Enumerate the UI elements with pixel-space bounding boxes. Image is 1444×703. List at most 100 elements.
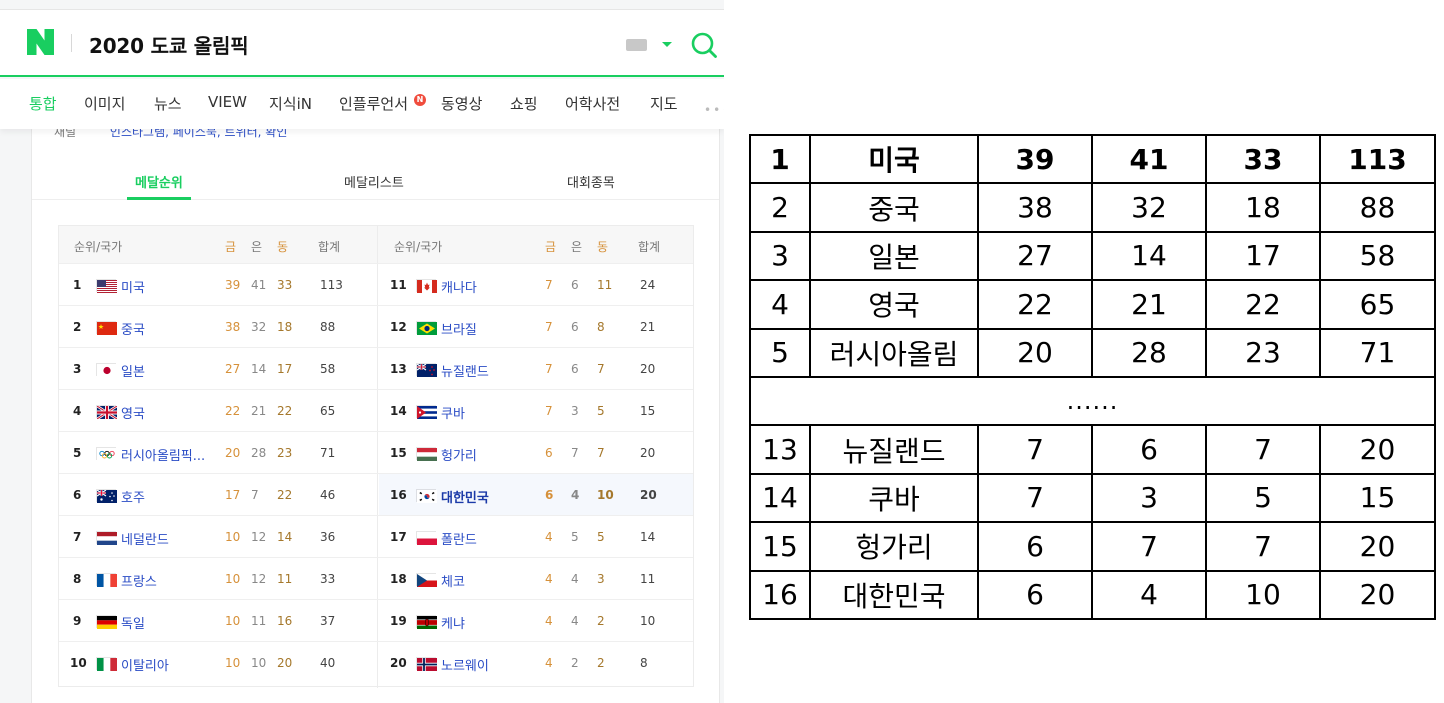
header-gold[interactable]: 금 <box>225 240 237 254</box>
more-icon[interactable]: ••• <box>704 103 724 117</box>
tab-medal-ranking[interactable]: 메달순위 <box>135 176 183 191</box>
country-name-link[interactable]: 체코 <box>441 575 465 590</box>
tab-shopping[interactable]: 쇼핑 <box>510 95 538 113</box>
table-row: 10 이탈리아 10 10 20 40 20 노르웨이 4 2 2 8 <box>59 641 693 683</box>
bronze-cell: 5 <box>1205 472 1321 524</box>
country-name-link[interactable]: 중국 <box>121 323 145 338</box>
country-cell: 헝가리 <box>809 521 979 572</box>
country-row[interactable]: 19 케냐 4 4 2 10 <box>379 600 693 642</box>
tab-influencer[interactable]: 인플루언서 <box>339 95 409 113</box>
gold-cell: 22 <box>977 279 1093 330</box>
tab-images[interactable]: 이미지 <box>84 95 126 113</box>
naver-logo-icon[interactable] <box>27 29 54 55</box>
gold-count: 4 <box>545 614 553 628</box>
total-cell: 20 <box>1319 424 1436 475</box>
country-row[interactable]: 8 프랑스 10 12 11 33 <box>59 558 377 600</box>
country-row[interactable]: 12 브라질 7 6 8 21 <box>379 306 693 348</box>
silver-count: 32 <box>251 320 267 334</box>
country-row[interactable]: 1 미국 39 41 33 113 <box>59 264 377 306</box>
country-flag-icon <box>96 573 117 587</box>
country-row[interactable]: 16 대한민국 6 4 10 20 <box>379 474 693 516</box>
header-bronze[interactable]: 동 <box>277 240 289 254</box>
country-row[interactable]: 4 영국 22 21 22 65 <box>59 390 377 432</box>
country-name-link[interactable]: 네덜란드 <box>121 533 169 548</box>
country-name-link[interactable]: 대한민국 <box>441 491 489 506</box>
silver-cell: 41 <box>1091 133 1207 185</box>
tab-knowledge-in[interactable]: 지식iN <box>269 95 312 113</box>
search-icon[interactable] <box>690 31 718 59</box>
country-row[interactable]: 15 헝가리 6 7 7 20 <box>379 432 693 474</box>
country-name-link[interactable]: 이탈리아 <box>121 659 169 674</box>
rank-number: 13 <box>390 362 407 376</box>
country-row[interactable]: 11 캐나다 7 6 11 24 <box>379 264 693 306</box>
country-name-link[interactable]: 헝가리 <box>441 449 477 464</box>
tab-integrated[interactable]: 통합 <box>29 95 57 113</box>
gold-count: 7 <box>545 320 553 334</box>
summary-row: 16 대한민국 6 4 10 20 <box>749 569 1436 620</box>
header-total[interactable]: 합계 <box>638 240 661 254</box>
active-tab-indicator <box>127 197 191 200</box>
gold-count: 7 <box>545 404 553 418</box>
country-name-link[interactable]: 케냐 <box>441 617 465 632</box>
total-count: 113 <box>320 278 343 292</box>
bronze-count: 5 <box>597 404 605 418</box>
tab-video[interactable]: 동영상 <box>441 95 483 113</box>
country-row[interactable]: 5 러시아올림픽... 20 28 23 71 <box>59 432 377 474</box>
tab-events[interactable]: 대회종목 <box>567 176 615 191</box>
tab-dictionary[interactable]: 어학사전 <box>565 95 621 113</box>
country-name-link[interactable]: 뉴질랜드 <box>441 365 489 380</box>
keyboard-icon[interactable] <box>626 39 647 51</box>
country-name-link[interactable]: 독일 <box>121 617 145 632</box>
silver-count: 4 <box>571 614 579 628</box>
silver-count: 11 <box>251 614 267 628</box>
country-name-link[interactable]: 일본 <box>121 365 145 380</box>
tab-medalists[interactable]: 메달리스트 <box>344 176 404 191</box>
country-name-link[interactable]: 호주 <box>121 491 145 506</box>
country-name-link[interactable]: 폴란드 <box>441 533 477 548</box>
country-row[interactable]: 7 네덜란드 10 12 14 36 <box>59 516 377 558</box>
tab-view[interactable]: VIEW <box>208 93 247 111</box>
rank-number: 20 <box>390 656 407 670</box>
country-row[interactable]: 9 독일 10 11 16 37 <box>59 600 377 642</box>
country-name-link[interactable]: 미국 <box>121 281 145 296</box>
country-row[interactable]: 20 노르웨이 4 2 2 8 <box>379 642 693 684</box>
total-cell: 58 <box>1319 230 1436 282</box>
country-row[interactable]: 2 중국 38 32 18 88 <box>59 306 377 348</box>
chevron-down-icon[interactable] <box>662 42 672 47</box>
header-silver[interactable]: 은 <box>251 240 263 254</box>
country-name-link[interactable]: 브라질 <box>441 323 477 338</box>
bronze-cell: 33 <box>1205 133 1321 185</box>
total-count: 20 <box>640 446 656 460</box>
country-name-link[interactable]: 캐나다 <box>441 281 477 296</box>
rank-number: 2 <box>73 320 82 334</box>
country-row[interactable]: 13 뉴질랜드 7 6 7 20 <box>379 348 693 390</box>
total-cell: 88 <box>1319 182 1436 233</box>
country-name-link[interactable]: 쿠바 <box>441 407 465 422</box>
header-gold[interactable]: 금 <box>545 240 557 254</box>
country-name-link[interactable]: 러시아올림픽... <box>121 449 206 464</box>
header-silver[interactable]: 은 <box>571 240 583 254</box>
header-bronze[interactable]: 동 <box>597 240 609 254</box>
rank-cell: 5 <box>749 327 811 378</box>
country-name-link[interactable]: 영국 <box>121 407 145 422</box>
country-flag-icon <box>96 447 117 461</box>
country-row[interactable]: 3 일본 27 14 17 58 <box>59 348 377 390</box>
medal-tabs: 메달순위 메달리스트 대회종목 <box>32 156 719 200</box>
tab-news[interactable]: 뉴스 <box>154 95 182 113</box>
total-count: 8 <box>640 656 648 670</box>
gold-count: 6 <box>545 446 553 460</box>
country-row[interactable]: 14 쿠바 7 3 5 15 <box>379 390 693 432</box>
bronze-count: 20 <box>277 656 293 670</box>
country-row[interactable]: 6 호주 17 7 22 46 <box>59 474 377 516</box>
tab-map[interactable]: 지도 <box>650 95 678 113</box>
country-row[interactable]: 17 폴란드 4 5 5 14 <box>379 516 693 558</box>
header-total[interactable]: 합계 <box>318 240 341 254</box>
country-name-link[interactable]: 노르웨이 <box>441 659 489 674</box>
country-row[interactable]: 10 이탈리아 10 10 20 40 <box>59 642 377 684</box>
country-flag-icon <box>416 489 437 503</box>
bronze-count: 8 <box>597 320 605 334</box>
country-row[interactable]: 18 체코 4 4 3 11 <box>379 558 693 600</box>
summary-row: 1 미국 39 41 33 113 <box>749 133 1436 185</box>
search-query-input[interactable]: 2020 도쿄 올림픽 <box>89 34 249 58</box>
country-name-link[interactable]: 프랑스 <box>121 575 157 590</box>
